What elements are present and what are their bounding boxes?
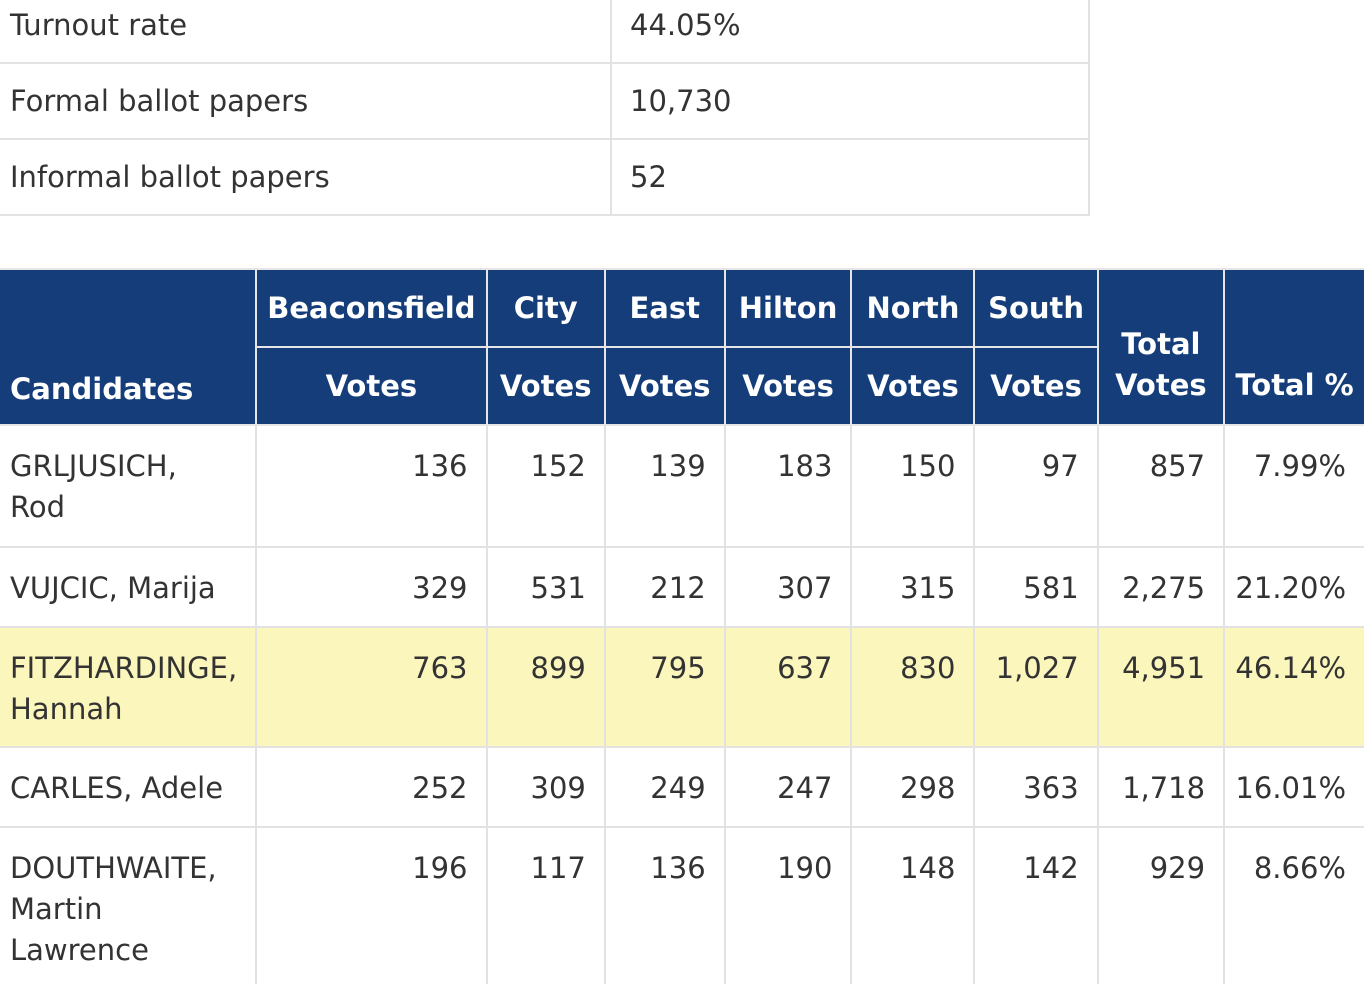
candidate-row-highlighted: FITZHARDINGE, Hannah 763 899 795 637 830… — [0, 626, 1364, 748]
candidate-name: VUJCIC, Marija — [0, 546, 258, 628]
vote-cell: 763 — [255, 626, 488, 748]
candidate-name: GRLJUSICH, Rod — [0, 424, 258, 548]
vote-cell: 830 — [850, 626, 976, 748]
summary-label: Informal ballot papers — [0, 138, 612, 216]
total-percent-cell: 7.99% — [1223, 424, 1364, 548]
ward-header-south: South — [973, 268, 1099, 348]
total-votes-cell: 4,951 — [1096, 626, 1226, 748]
candidates-header: Candidates — [0, 268, 258, 426]
header-row-wards: Candidates Beaconsfield City East Hilton… — [0, 268, 1364, 426]
votes-subheader: Votes — [723, 346, 853, 426]
candidate-row: VUJCIC, Marija 329 531 212 307 315 581 2… — [0, 546, 1364, 628]
vote-cell: 307 — [723, 546, 853, 628]
total-votes-cell: 929 — [1096, 826, 1226, 984]
vote-cell: 190 — [723, 826, 853, 984]
summary-row: Formal ballot papers 10,730 — [0, 62, 1090, 140]
candidate-name: DOUTHWAITE, Martin Lawrence — [0, 826, 258, 984]
summary-row: Informal ballot papers 52 — [0, 138, 1090, 216]
summary-label: Turnout rate — [0, 0, 612, 64]
vote-cell: 117 — [485, 826, 606, 984]
summary-label: Formal ballot papers — [0, 62, 612, 140]
votes-subheader: Votes — [603, 346, 726, 426]
candidate-row: DOUTHWAITE, Martin Lawrence 196 117 136 … — [0, 826, 1364, 984]
vote-cell: 212 — [603, 546, 726, 628]
vote-cell: 142 — [973, 826, 1099, 984]
votes-subheader: Votes — [973, 346, 1099, 426]
ward-header-city: City — [485, 268, 606, 348]
vote-cell: 150 — [850, 424, 976, 548]
ward-header-east: East — [603, 268, 726, 348]
total-percent-header: Total % — [1223, 268, 1364, 426]
vote-cell: 249 — [603, 746, 726, 828]
summary-value: 10,730 — [610, 62, 1090, 140]
vote-cell: 97 — [973, 424, 1099, 548]
vote-cell: 136 — [255, 424, 488, 548]
vote-cell: 298 — [850, 746, 976, 828]
vote-cell: 329 — [255, 546, 488, 628]
vote-cell: 637 — [723, 626, 853, 748]
vote-cell: 531 — [485, 546, 606, 628]
vote-cell: 1,027 — [973, 626, 1099, 748]
ward-header-north: North — [850, 268, 976, 348]
vote-cell: 315 — [850, 546, 976, 628]
vote-cell: 196 — [255, 826, 488, 984]
candidate-row: CARLES, Adele 252 309 249 247 298 363 1,… — [0, 746, 1364, 828]
total-percent-cell: 21.20% — [1223, 546, 1364, 628]
header-row-votes: Votes Votes Votes Votes Votes Votes — [0, 346, 1364, 426]
summary-row: Turnout rate 44.05% — [0, 0, 1090, 64]
total-votes-cell: 857 — [1096, 424, 1226, 548]
votes-subheader: Votes — [485, 346, 606, 426]
vote-cell: 309 — [485, 746, 606, 828]
candidate-name: CARLES, Adele — [0, 746, 258, 828]
ward-header-hilton: Hilton — [723, 268, 853, 348]
vote-cell: 581 — [973, 546, 1099, 628]
votes-subheader: Votes — [850, 346, 976, 426]
summary-value: 44.05% — [610, 0, 1090, 64]
vote-cell: 136 — [603, 826, 726, 984]
vote-cell: 139 — [603, 424, 726, 548]
votes-subheader: Votes — [255, 346, 488, 426]
candidate-name: FITZHARDINGE, Hannah — [0, 626, 258, 748]
results-table: Candidates Beaconsfield City East Hilton… — [0, 268, 1364, 984]
vote-cell: 899 — [485, 626, 606, 748]
total-votes-cell: 1,718 — [1096, 746, 1226, 828]
vote-cell: 363 — [973, 746, 1099, 828]
vote-cell: 252 — [255, 746, 488, 828]
vote-cell: 148 — [850, 826, 976, 984]
vote-cell: 183 — [723, 424, 853, 548]
total-votes-cell: 2,275 — [1096, 546, 1226, 628]
candidate-row: GRLJUSICH, Rod 136 152 139 183 150 97 85… — [0, 424, 1364, 548]
total-percent-cell: 8.66% — [1223, 826, 1364, 984]
vote-cell: 152 — [485, 424, 606, 548]
total-percent-cell: 16.01% — [1223, 746, 1364, 828]
total-percent-cell: 46.14% — [1223, 626, 1364, 748]
summary-table: Turnout rate 44.05% Formal ballot papers… — [0, 0, 1090, 216]
vote-cell: 795 — [603, 626, 726, 748]
vote-cell: 247 — [723, 746, 853, 828]
ward-header-beaconsfield: Beaconsfield — [255, 268, 488, 348]
total-votes-header: Total Votes — [1096, 268, 1226, 426]
summary-value: 52 — [610, 138, 1090, 216]
